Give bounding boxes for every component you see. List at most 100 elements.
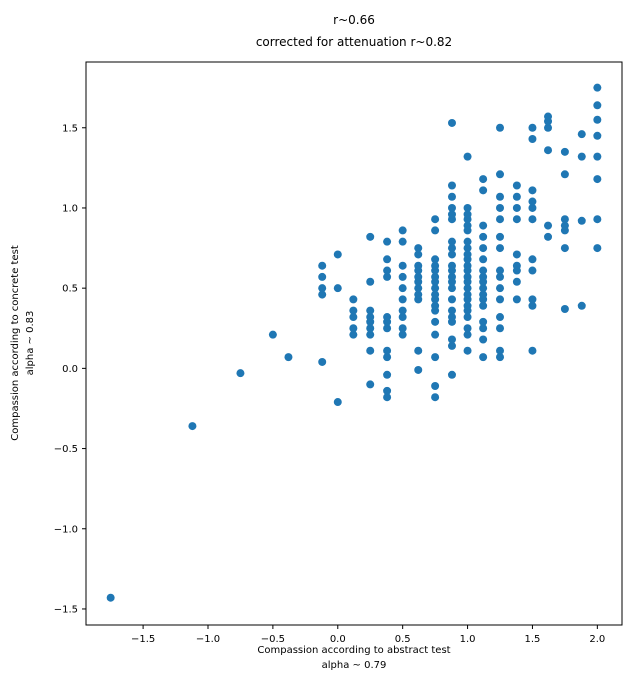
data-point xyxy=(383,324,392,333)
data-point xyxy=(463,244,472,253)
data-point xyxy=(528,123,537,132)
data-point xyxy=(447,203,456,212)
data-point xyxy=(431,382,440,391)
data-point xyxy=(398,306,407,315)
data-point xyxy=(366,346,375,355)
data-point xyxy=(528,134,537,143)
data-point xyxy=(333,284,342,293)
data-point xyxy=(383,255,392,264)
data-point xyxy=(447,250,456,259)
data-point xyxy=(414,284,423,293)
data-point xyxy=(463,152,472,161)
data-point xyxy=(512,295,521,304)
y-tick-label: 1.5 xyxy=(62,123,78,134)
data-point xyxy=(544,221,553,230)
data-point xyxy=(512,261,521,270)
data-point xyxy=(188,422,197,431)
data-point xyxy=(431,272,440,281)
data-point xyxy=(528,301,537,310)
data-point xyxy=(414,290,423,299)
data-point xyxy=(479,284,488,293)
data-point xyxy=(496,324,505,333)
y-tick-label: −1.0 xyxy=(54,524,78,535)
data-point xyxy=(431,301,440,310)
data-point xyxy=(447,261,456,270)
data-point xyxy=(318,290,327,299)
x-tick-label: 1.5 xyxy=(524,634,540,645)
data-point xyxy=(593,131,602,140)
data-point xyxy=(528,346,537,355)
data-point xyxy=(496,170,505,179)
data-point xyxy=(447,237,456,246)
data-point xyxy=(349,324,358,333)
data-point xyxy=(398,330,407,339)
data-point xyxy=(398,284,407,293)
data-point xyxy=(496,192,505,201)
data-point xyxy=(479,301,488,310)
data-point xyxy=(496,272,505,281)
data-point xyxy=(447,118,456,127)
axes-frame xyxy=(85,61,623,626)
y-axis-label-line2: alpha ~ 0.83 xyxy=(25,311,36,376)
data-point xyxy=(560,170,569,179)
x-tick-label: 1.0 xyxy=(460,634,476,645)
data-point xyxy=(447,370,456,379)
plot-dynamic-layer: −1.5 −1.0 −0.5 0.0 0.5 1.0 1.5 2.0 −1.5 −1.0 −0.5 0… xyxy=(54,83,605,645)
data-point xyxy=(496,284,505,293)
x-tick-label: 0.5 xyxy=(395,634,411,645)
data-point xyxy=(593,215,602,224)
data-point xyxy=(463,324,472,333)
y-tick-label: 1.0 xyxy=(62,203,78,214)
data-point xyxy=(593,83,602,92)
x-tick-label: 2.0 xyxy=(589,634,605,645)
data-point xyxy=(366,277,375,286)
data-point xyxy=(512,277,521,286)
data-point xyxy=(414,250,423,259)
data-point xyxy=(447,295,456,304)
data-point xyxy=(463,210,472,219)
data-point xyxy=(496,244,505,253)
data-point xyxy=(447,272,456,281)
data-point xyxy=(447,284,456,293)
data-point xyxy=(447,313,456,322)
data-point xyxy=(383,386,392,395)
data-point xyxy=(560,244,569,253)
data-point xyxy=(383,353,392,362)
data-point xyxy=(431,290,440,299)
data-point xyxy=(366,380,375,389)
chart-title-line1: r~0.66 xyxy=(333,13,375,27)
data-point xyxy=(333,398,342,407)
data-point xyxy=(383,272,392,281)
data-point xyxy=(366,324,375,333)
data-point xyxy=(463,346,472,355)
data-point xyxy=(560,221,569,230)
data-point xyxy=(318,357,327,366)
data-point xyxy=(383,266,392,275)
data-point xyxy=(383,370,392,379)
data-point xyxy=(479,232,488,241)
data-point xyxy=(463,290,472,299)
data-point xyxy=(528,197,537,206)
x-tick-label: −1.5 xyxy=(131,634,155,645)
data-point xyxy=(463,284,472,293)
data-point xyxy=(528,186,537,195)
data-point xyxy=(577,130,586,139)
data-point xyxy=(512,181,521,190)
data-point xyxy=(447,192,456,201)
data-point xyxy=(544,146,553,155)
data-point xyxy=(447,341,456,350)
data-point xyxy=(447,210,456,219)
y-tick-label: −0.5 xyxy=(54,444,78,455)
data-point xyxy=(528,215,537,224)
data-point xyxy=(366,330,375,339)
data-point xyxy=(560,305,569,314)
data-point xyxy=(383,237,392,246)
data-point xyxy=(577,216,586,225)
data-point xyxy=(479,186,488,195)
data-point xyxy=(106,593,115,602)
data-point xyxy=(431,317,440,326)
data-point xyxy=(479,324,488,333)
chart-title-line2: corrected for attenuation r~0.82 xyxy=(256,35,452,49)
data-point xyxy=(431,226,440,235)
data-point xyxy=(431,284,440,293)
